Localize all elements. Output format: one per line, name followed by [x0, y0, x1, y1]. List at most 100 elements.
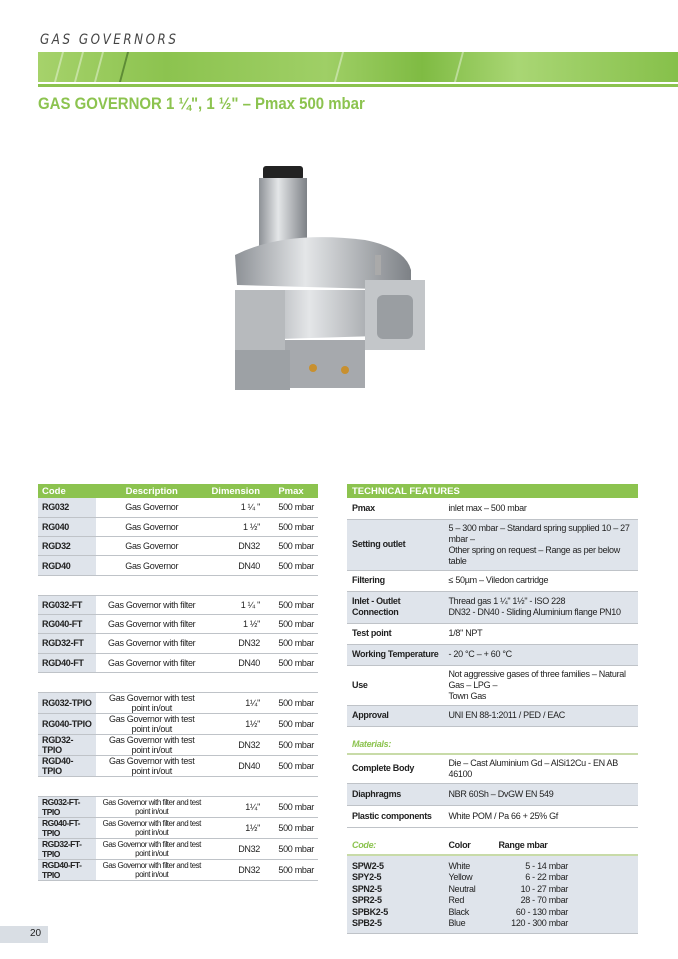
page-title: GAS GOVERNOR 1 ¼", 1 ½" – Pmax 500 mbar	[38, 94, 365, 113]
table-row: RG040-TPIO Gas Governor with test point i…	[38, 713, 318, 735]
cell-pmax: 500 mbar	[264, 713, 318, 735]
feature-value: DN32 - DN40 - Sliding Aluminium flange P…	[448, 607, 621, 617]
cell-pmax: 500 mbar	[264, 595, 318, 615]
banner-divider	[38, 84, 678, 87]
feature-key: Working Temperature	[352, 649, 439, 659]
cell-description: Gas Governor with filter	[96, 633, 208, 654]
feature-row: Pmax inlet max – 500 mbar	[347, 498, 638, 520]
cell-code: RGD40-FT	[38, 653, 96, 673]
table-row: RGD40 Gas Governor DN40 500 mbar	[38, 555, 318, 576]
spring-range: 5 - 14	[525, 860, 547, 871]
cell-code: RG032-FT	[38, 595, 96, 615]
spring-row: SPBK2-5 Black 60 - 130 mbar	[347, 906, 638, 918]
cell-code: RG040	[38, 517, 96, 538]
spring-unit: mbar	[548, 906, 569, 917]
cell-dimension: 1 ¼ "	[207, 498, 264, 518]
table-row: RGD40-TPIO Gas Governor with test point i…	[38, 755, 318, 777]
table-row: RG032-TPIO Gas Governor with test point i…	[38, 692, 318, 714]
spring-code: SPB2-5	[347, 918, 444, 934]
spring-range: 60 - 130	[515, 906, 547, 917]
material-value: White POM / Pa 66 + 25% Gf	[443, 805, 638, 828]
cell-dimension: 1¼"	[207, 796, 264, 818]
feature-key: Test point	[352, 628, 392, 638]
feature-row: Approval UNI EN 88-1:2011 / PED / EAC	[347, 705, 638, 727]
cell-dimension: 1¼"	[207, 692, 264, 714]
material-row: Diaphragms NBR 60Sh – DvGW EN 549	[347, 783, 638, 806]
spring-unit: mbar	[548, 872, 569, 882]
group-spacer	[38, 575, 318, 596]
cell-dimension: 1 ¼ "	[207, 595, 264, 615]
spring-code: SPN2-5	[347, 883, 444, 895]
feature-value: - 20 °C – + 60 °C	[448, 649, 512, 659]
spring-color: Black	[443, 906, 494, 918]
spring-code: SPW2-5	[347, 854, 444, 872]
spring-range: 120 - 300	[511, 918, 547, 928]
cell-description: Gas Governor with test point in/out	[96, 713, 208, 735]
cell-code: RG040-TPIO	[38, 713, 96, 735]
col-dimension: Dimension	[207, 484, 264, 498]
material-key: Plastic components	[347, 805, 444, 828]
cell-pmax: 500 mbar	[264, 859, 318, 881]
material-value: Die – Cast Aluminium Gd – AlSi12Cu - EN …	[443, 753, 638, 784]
feature-row: Working Temperature - 20 °C – + 60 °C	[347, 644, 638, 666]
feature-row: Test point 1/8" NPT	[347, 623, 638, 645]
feature-value: Town Gas	[448, 690, 487, 701]
page-number: 20	[0, 926, 48, 943]
spring-unit: mbar	[548, 883, 569, 894]
col-description: Description	[96, 484, 208, 498]
cell-description: Gas Governor with test point in/out	[96, 734, 208, 756]
cell-dimension: 1 ½"	[207, 517, 264, 538]
cell-dimension: DN32	[207, 838, 264, 860]
cell-pmax: 500 mbar	[264, 498, 318, 518]
feature-value: 1/8" NPT	[448, 628, 483, 638]
cell-description: Gas Governor with test point in/out	[96, 692, 208, 714]
feature-value: Thread gas 1 ¼" 1½" - ISO 228	[448, 596, 566, 606]
cell-dimension: DN40	[207, 555, 264, 576]
cell-dimension: DN32	[207, 734, 264, 756]
cell-description: Gas Governor with filter and test point …	[96, 817, 208, 839]
cell-dimension: DN32	[207, 536, 264, 557]
springs-code-header: Code:	[347, 827, 444, 856]
material-key: Complete Body	[347, 753, 444, 784]
cell-pmax: 500 mbar	[264, 555, 318, 576]
spring-unit: mbar	[548, 918, 569, 928]
spring-row: SPB2-5 Blue 120 - 300 mbar	[347, 918, 638, 934]
cell-dimension: 1½"	[207, 713, 264, 735]
feature-value: Not aggressive gases of three families –…	[448, 668, 626, 690]
group-spacer	[38, 776, 318, 797]
product-table: Code Description Dimension Pmax RG032 Gas…	[38, 484, 318, 881]
feature-key: Inlet - Outlet Connection	[352, 596, 401, 617]
group-spacer	[38, 672, 318, 693]
col-pmax: Pmax	[264, 484, 318, 498]
spring-code: SPY2-5	[347, 872, 444, 884]
feature-key: Approval	[352, 710, 389, 720]
feature-key: Pmax	[352, 502, 375, 513]
feature-value: UNI EN 88-1:2011 / PED / EAC	[448, 710, 565, 720]
spring-row: SPN2-5 Neutral 10 - 27 mbar	[347, 883, 638, 895]
feature-row: Use Not aggressive gases of three familie…	[347, 665, 638, 706]
spring-color: Neutral	[443, 883, 494, 895]
springs-color-header: Color	[443, 827, 494, 856]
table-row: RGD32-FT Gas Governor with filter DN32 500 …	[38, 633, 318, 654]
cell-pmax: 500 mbar	[264, 614, 318, 635]
col-code: Code	[38, 484, 96, 498]
cell-dimension: DN40	[207, 653, 264, 673]
feature-row: Inlet - Outlet Connection Thread gas 1 ¼"…	[347, 591, 638, 624]
cell-pmax: 500 mbar	[264, 653, 318, 673]
cell-pmax: 500 mbar	[264, 517, 318, 538]
cell-code: RG032	[38, 498, 96, 518]
cell-code: RG040-FT	[38, 614, 96, 635]
spring-color: White	[443, 854, 494, 872]
spring-row: SPY2-5 Yellow 6 - 22 mbar	[347, 872, 638, 884]
table-row: RG040 Gas Governor 1 ½" 500 mbar	[38, 517, 318, 538]
cell-description: Gas Governor	[96, 555, 208, 576]
cell-code: RG032-FT-TPIO	[38, 796, 96, 818]
material-row: Complete Body Die – Cast Aluminium Gd – A…	[347, 753, 638, 784]
cell-pmax: 500 mbar	[264, 536, 318, 557]
cell-code: RGD40-FT-TPIO	[38, 859, 96, 881]
table-row: RG032-FT Gas Governor with filter 1 ¼ " 500…	[38, 595, 318, 615]
cell-pmax: 500 mbar	[264, 838, 318, 860]
spring-color: Blue	[443, 918, 494, 934]
table-row: RGD40-FT Gas Governor with filter DN40 500 …	[38, 653, 318, 673]
cell-description: Gas Governor with filter and test point …	[96, 838, 208, 860]
